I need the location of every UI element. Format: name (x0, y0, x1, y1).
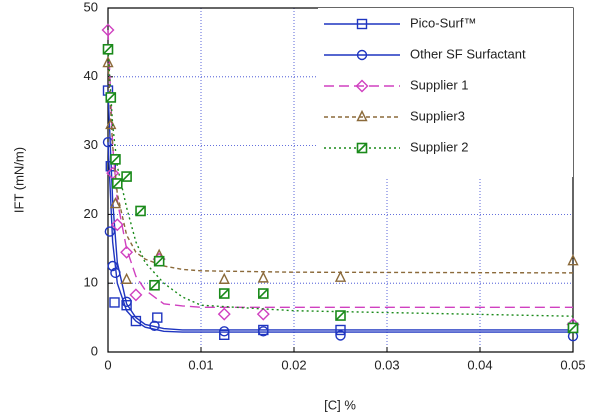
marker-slash (567, 322, 579, 333)
marker (217, 307, 231, 321)
y-tick-label: 50 (84, 0, 98, 14)
marker (107, 260, 118, 272)
marker (101, 23, 115, 37)
legend-label: Supplier 2 (410, 139, 469, 154)
y-tick-label: 10 (84, 275, 98, 290)
marker (258, 326, 269, 337)
y-axis-label: IFT (mN/m) (11, 147, 26, 213)
fit-line (107, 90, 573, 331)
marker (105, 92, 117, 103)
legend-label: Supplier3 (410, 108, 465, 123)
marker (135, 205, 146, 217)
marker (149, 320, 160, 332)
marker (335, 324, 346, 336)
marker (219, 326, 230, 337)
x-tick-label: 0.03 (374, 357, 399, 372)
marker (256, 307, 270, 321)
marker (109, 297, 120, 308)
y-tick-label: 0 (91, 343, 98, 358)
x-tick-label: 0.05 (560, 357, 585, 372)
marker (104, 226, 116, 237)
legend: Pico-Surf™ Other SF Surfactant Supplier 1 S… (318, 8, 573, 177)
marker (335, 330, 346, 341)
marker-slash (149, 280, 160, 291)
y-tick-label: 30 (84, 137, 98, 152)
y-tick-label: 20 (84, 206, 98, 221)
marker (129, 288, 143, 302)
x-tick-label: 0.01 (188, 357, 213, 372)
fit-line (107, 49, 574, 317)
marker (102, 43, 114, 55)
marker-slash (356, 142, 368, 154)
legend-marker (355, 79, 369, 93)
marker (130, 315, 142, 327)
legend-label: Supplier 1 (410, 77, 469, 92)
marker-slash (135, 205, 146, 217)
marker (105, 117, 117, 130)
marker-slash (105, 92, 116, 103)
marker-slash (258, 288, 269, 299)
marker (110, 218, 124, 232)
marker (112, 178, 123, 189)
marker-slash (102, 44, 114, 55)
marker (567, 254, 579, 266)
x-tick-label: 0.04 (467, 357, 492, 372)
marker (121, 171, 132, 182)
marker (120, 272, 133, 284)
legend-marker (356, 18, 368, 30)
legend-marker (356, 109, 368, 122)
legend-label: Other SF Surfactant (410, 46, 526, 61)
marker (335, 310, 346, 321)
marker-slash (110, 154, 121, 165)
marker (149, 279, 160, 291)
marker (334, 270, 347, 282)
marker-slash (219, 288, 230, 299)
fit-line (107, 63, 574, 274)
marker (121, 296, 132, 307)
y-tick-label: 40 (84, 68, 98, 83)
marker (153, 255, 165, 267)
legend-marker (356, 142, 368, 154)
marker-slash (121, 171, 132, 182)
marker-slash (112, 178, 123, 189)
marker (219, 329, 230, 340)
marker (110, 154, 121, 165)
x-tick-label: 0.02 (281, 357, 306, 372)
x-tick-label: 0 (104, 357, 111, 372)
legend-label: Pico-Surf™ (410, 15, 476, 30)
marker (102, 55, 114, 68)
marker-slash (335, 310, 346, 321)
marker (567, 322, 579, 334)
legend-marker (356, 49, 368, 61)
x-axis-label: [C] % (324, 397, 356, 412)
marker (218, 272, 230, 284)
marker (120, 245, 134, 259)
marker-slash (154, 256, 165, 267)
marker (218, 288, 230, 299)
marker (258, 288, 269, 299)
marker (110, 267, 121, 279)
marker (109, 197, 122, 209)
marker (257, 271, 269, 283)
